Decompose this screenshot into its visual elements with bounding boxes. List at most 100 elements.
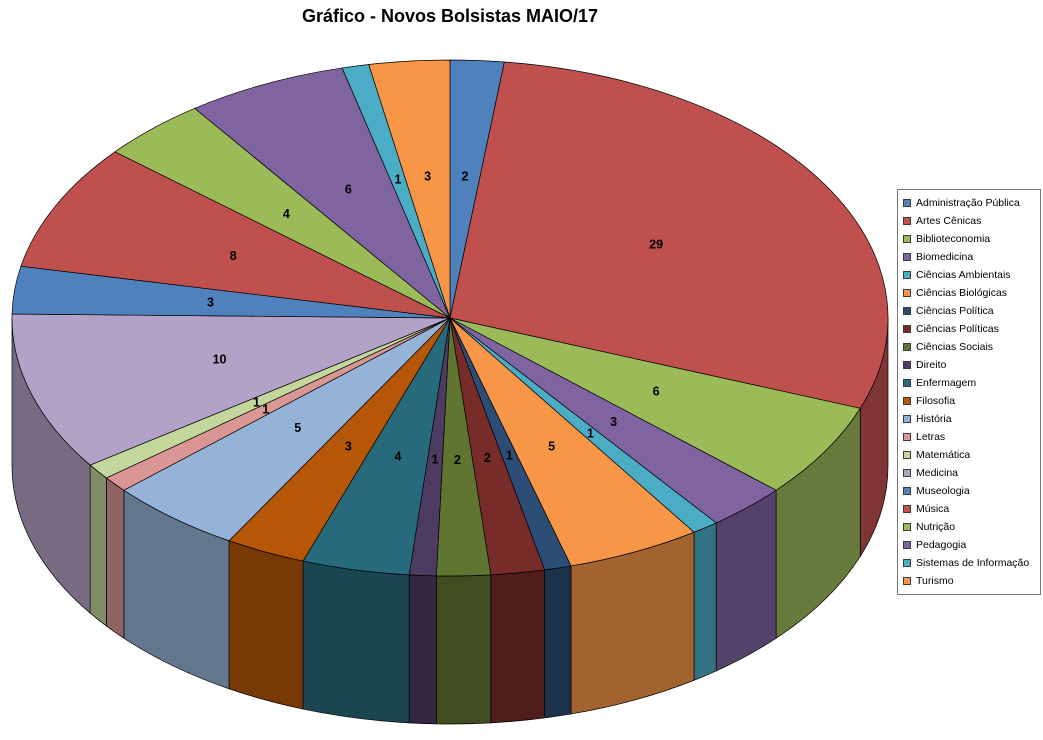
legend-label: Museologia <box>916 485 970 497</box>
legend-item[interactable]: História <box>901 410 1037 428</box>
legend-item[interactable]: Ciências Biológicas <box>901 284 1037 302</box>
legend-label: Administração Pública <box>916 197 1020 209</box>
legend-swatch <box>903 289 911 297</box>
legend-label: Turismo <box>916 575 954 587</box>
data-label: 4 <box>283 207 290 221</box>
chart-title: Gráfico - Novos Bolsistas MAIO/17 <box>301 6 599 26</box>
pie-slice-side <box>693 522 717 681</box>
data-label: 3 <box>424 170 431 184</box>
data-label: 5 <box>548 440 555 454</box>
data-label: 8 <box>230 249 237 263</box>
pie-slice-side <box>302 560 410 724</box>
data-label: 2 <box>484 451 491 465</box>
legend-swatch <box>903 469 911 477</box>
legend-label: Medicina <box>916 467 959 479</box>
data-label: 3 <box>345 440 352 454</box>
data-label: 10 <box>213 352 227 366</box>
legend-swatch <box>903 559 911 567</box>
data-label: 2 <box>454 453 461 467</box>
pie-slice-side <box>544 565 572 719</box>
pie-slice[interactable]: Biblioteconomia: 6 <box>449 317 861 491</box>
legend-swatch <box>903 415 911 423</box>
legend-item[interactable]: Nutrição <box>901 518 1037 536</box>
legend-swatch <box>903 235 911 243</box>
data-label: 1 <box>253 395 260 409</box>
legend-item[interactable]: Artes Cênicas <box>901 212 1037 230</box>
pie-slice-side <box>490 569 545 724</box>
legend-swatch <box>903 343 911 351</box>
pie-slice-side <box>89 464 107 627</box>
legend-swatch <box>903 505 911 513</box>
legend-swatch <box>903 271 911 279</box>
legend-label: Letras <box>916 431 946 443</box>
legend-swatch <box>903 577 911 585</box>
legend-label: Ciências Políticas <box>916 323 999 335</box>
legend-swatch <box>903 523 911 531</box>
legend-label: Artes Cênicas <box>916 215 982 227</box>
legend-swatch <box>903 325 911 333</box>
legend-item[interactable]: Medicina <box>901 464 1037 482</box>
legend-item[interactable]: Administração Pública <box>901 194 1037 212</box>
legend-item[interactable]: Ciências Ambientais <box>901 266 1037 284</box>
data-label: 29 <box>649 238 663 252</box>
legend-item[interactable]: Sistemas de Informação <box>901 554 1037 572</box>
legend-swatch <box>903 487 911 495</box>
legend-swatch <box>903 541 911 549</box>
legend-label: Ciências Sociais <box>916 341 994 353</box>
data-label: 1 <box>394 172 401 186</box>
legend-item[interactable]: Ciências Política <box>901 302 1037 320</box>
legend-item[interactable]: Turismo <box>901 572 1037 590</box>
legend-swatch <box>903 217 911 225</box>
legend-item[interactable]: Pedagogia <box>901 536 1037 554</box>
legend-label: Filosofia <box>916 395 956 407</box>
legend-swatch <box>903 307 911 315</box>
pie-slice-side <box>228 540 304 710</box>
pie-slice[interactable]: Turismo: 3 <box>368 59 451 319</box>
pie-slice-side <box>436 574 492 725</box>
legend-item[interactable]: Filosofia <box>901 392 1037 410</box>
legend-label: Sistemas de Informação <box>916 557 1030 569</box>
legend-item[interactable]: Biomedicina <box>901 248 1037 266</box>
data-label: 5 <box>294 421 301 435</box>
legend-swatch <box>903 433 911 441</box>
data-label: 1 <box>506 449 513 463</box>
legend-label: Biomedicina <box>916 251 974 263</box>
data-label: 2 <box>462 169 469 183</box>
legend-label: Ciências Biológicas <box>916 287 1008 299</box>
data-label: 1 <box>432 453 439 467</box>
legend-label: Ciências Ambientais <box>916 269 1011 281</box>
legend-swatch <box>903 451 911 459</box>
legend-label: Biblioteconomia <box>916 233 991 245</box>
legend-item[interactable]: Ciências Políticas <box>901 320 1037 338</box>
legend-swatch <box>903 361 911 369</box>
data-label: 3 <box>610 415 617 429</box>
legend-swatch <box>903 199 911 207</box>
legend-label: Matemática <box>916 449 971 461</box>
legend-label: Pedagogia <box>916 539 967 551</box>
legend-label: Ciências Política <box>916 305 994 317</box>
legend-item[interactable]: Ciências Sociais <box>901 338 1037 356</box>
data-label: 1 <box>262 402 269 416</box>
legend-item[interactable]: Direito <box>901 356 1037 374</box>
pie-slice[interactable]: Pedagogia: 6 <box>194 67 451 319</box>
legend-label: Enfermagem <box>916 377 977 389</box>
legend-label: Nutrição <box>916 521 956 533</box>
pie-slice[interactable]: Música: 8 <box>20 151 451 319</box>
legend: Administração Pública Artes Cênicas Biblio… <box>897 189 1041 595</box>
data-label: 4 <box>394 450 401 464</box>
legend-item[interactable]: Música <box>901 500 1037 518</box>
legend-item[interactable]: Matemática <box>901 446 1037 464</box>
legend-item[interactable]: Letras <box>901 428 1037 446</box>
pie-slice[interactable]: Artes Cênicas: 29 <box>449 61 889 409</box>
pie-slice[interactable]: Medicina: 10 <box>11 313 451 466</box>
data-label: 6 <box>345 182 352 196</box>
data-label: 6 <box>653 384 660 398</box>
legend-item[interactable]: Museologia <box>901 482 1037 500</box>
legend-label: História <box>916 413 952 425</box>
legend-swatch <box>903 379 911 387</box>
legend-item[interactable]: Enfermagem <box>901 374 1037 392</box>
legend-label: Direito <box>916 359 947 371</box>
legend-item[interactable]: Biblioteconomia <box>901 230 1037 248</box>
data-label: 1 <box>587 426 594 440</box>
